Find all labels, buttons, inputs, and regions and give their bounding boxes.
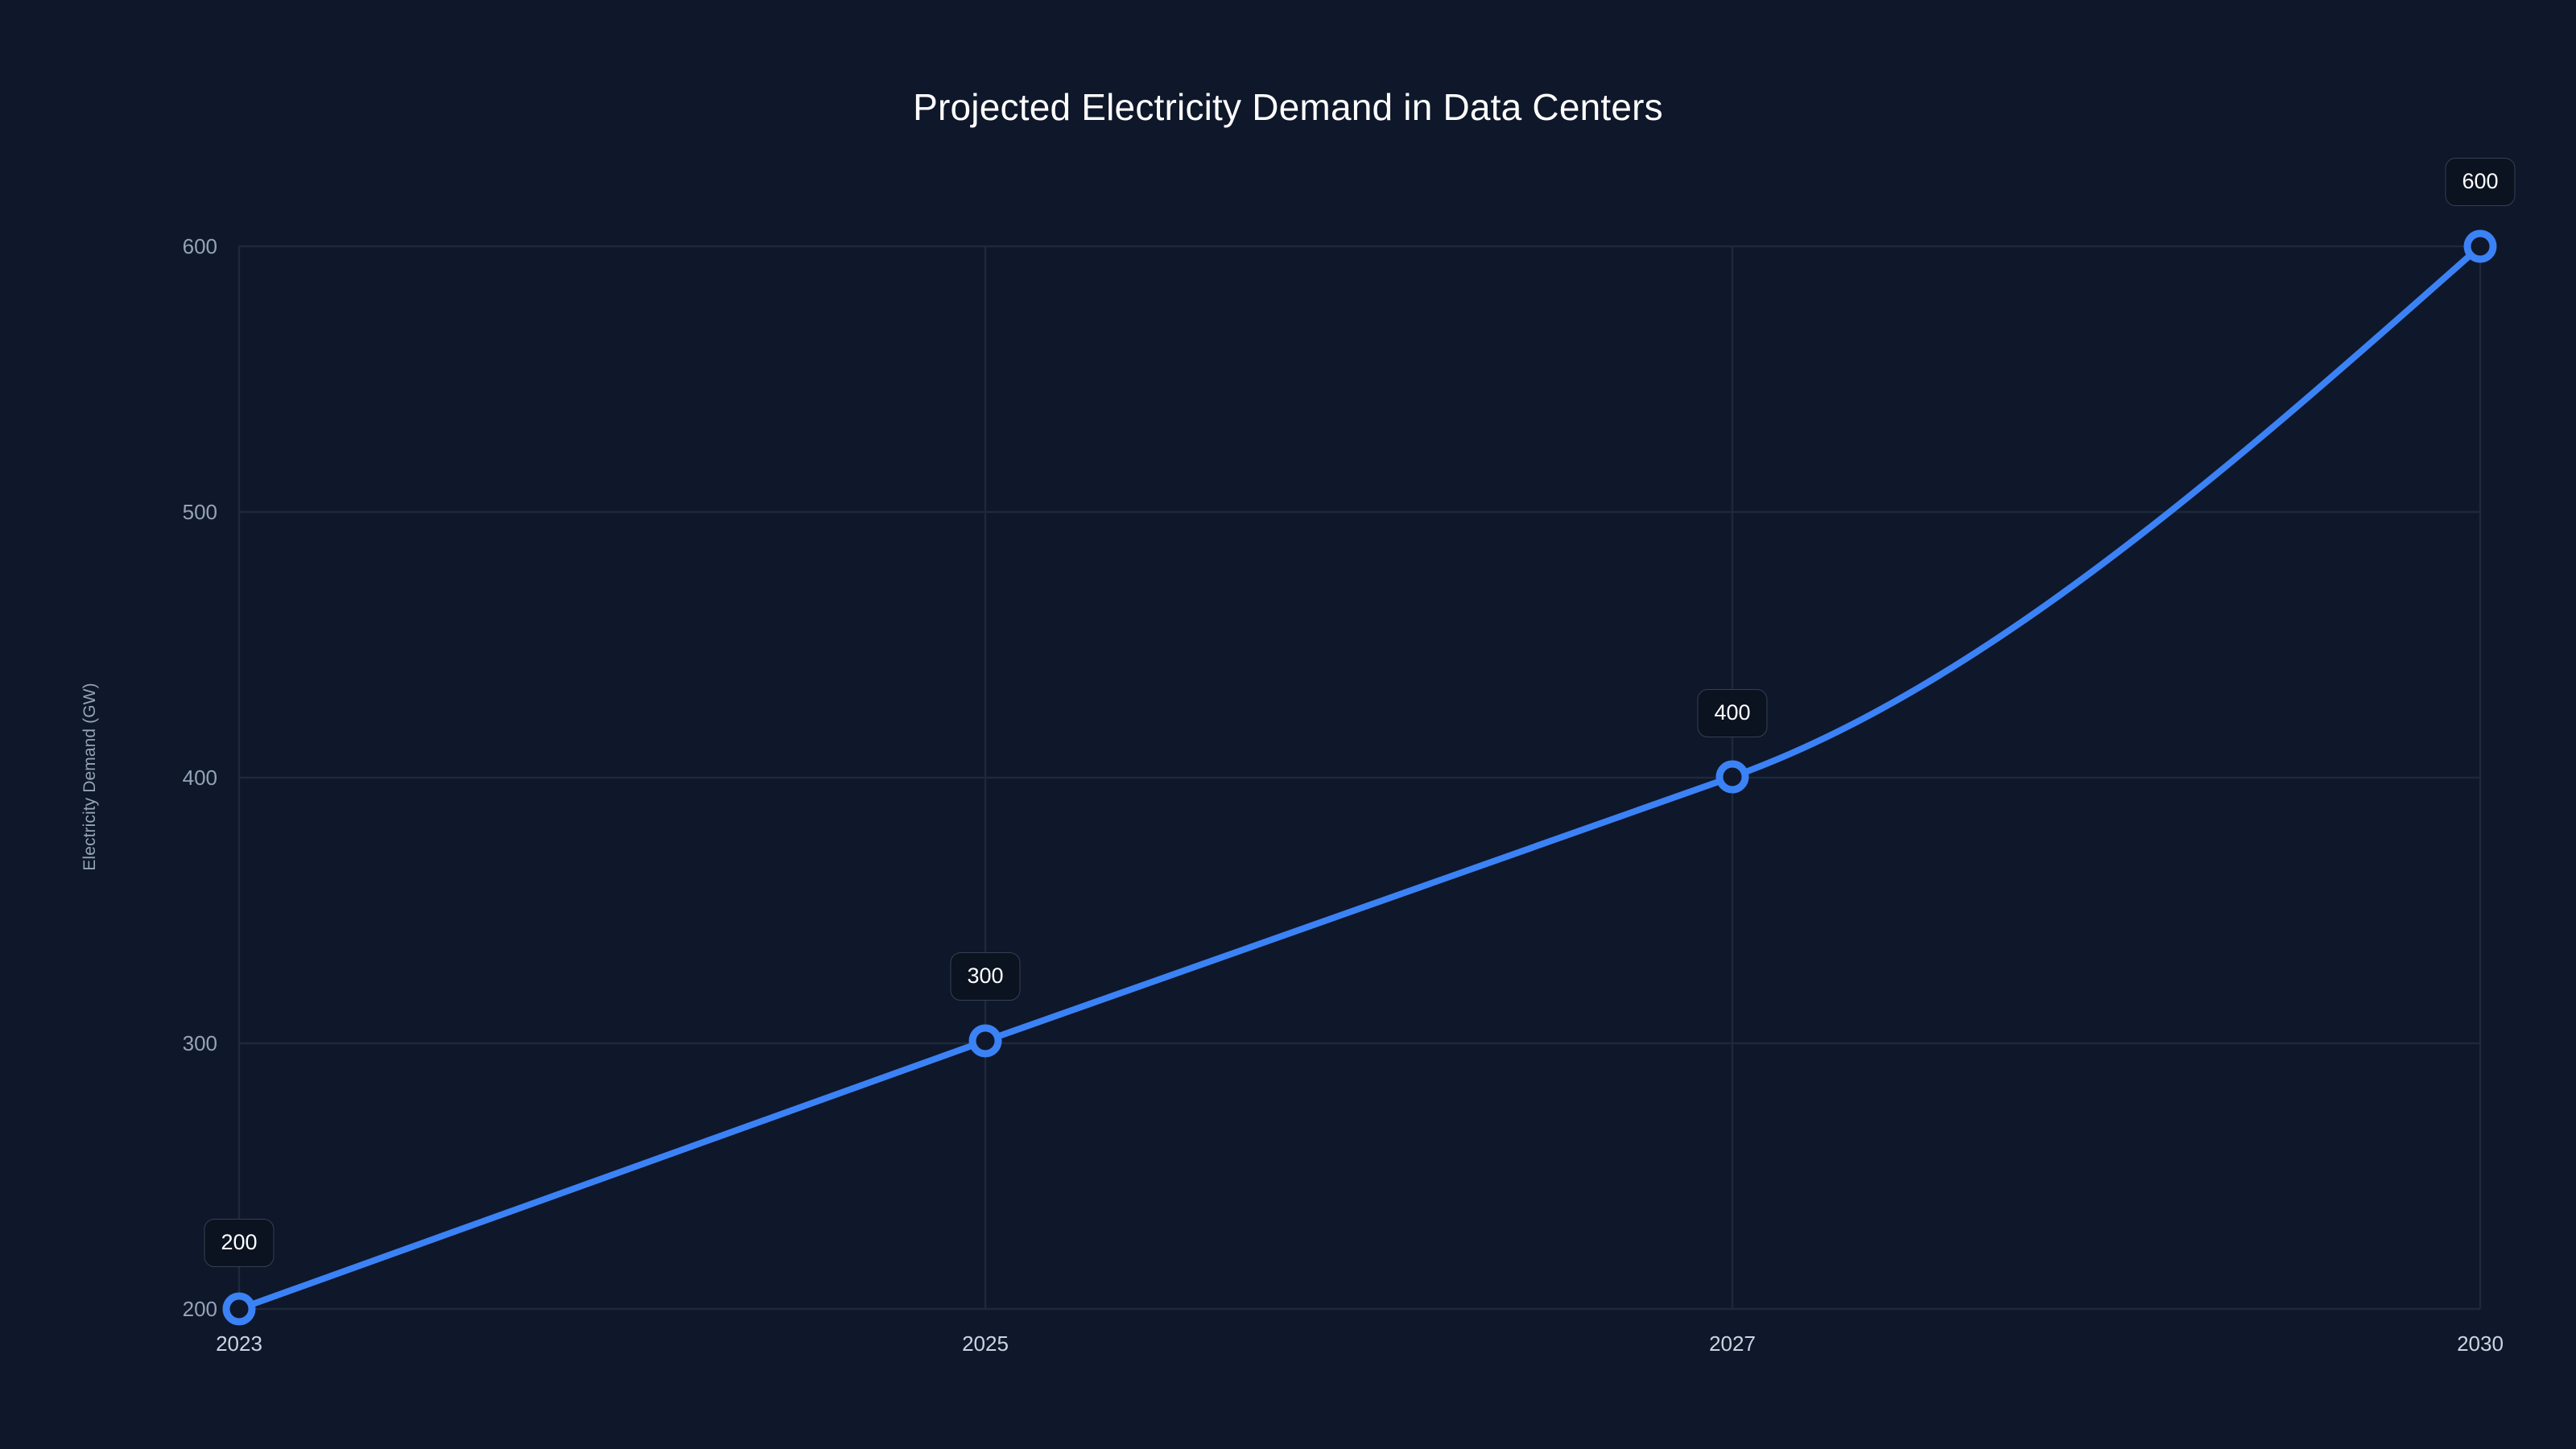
data-point-markers — [222, 229, 2497, 1326]
x-tick-label: 2023 — [216, 1331, 262, 1356]
y-tick-label: 500 — [182, 500, 217, 524]
data-point-label: 300 — [950, 952, 1021, 1001]
y-tick-label: 400 — [182, 766, 217, 790]
x-tick-label: 2027 — [1709, 1331, 1756, 1356]
x-tick-label: 2025 — [962, 1331, 1009, 1356]
data-point-label: 200 — [204, 1219, 275, 1267]
chart-title: Projected Electricity Demand in Data Cen… — [913, 86, 1663, 128]
grid-lines — [237, 245, 2482, 1311]
data-point-label: 600 — [2445, 158, 2516, 206]
y-tick-label: 600 — [182, 234, 217, 258]
y-tick-label: 300 — [182, 1031, 217, 1055]
data-line-series-1 — [236, 243, 2483, 1312]
x-tick-label: 2030 — [2457, 1331, 2504, 1356]
data-point-label: 400 — [1697, 689, 1768, 737]
y-tick-label: 200 — [182, 1297, 217, 1321]
y-axis-tick-labels: 600 500 400 300 200 — [105, 0, 217, 1449]
